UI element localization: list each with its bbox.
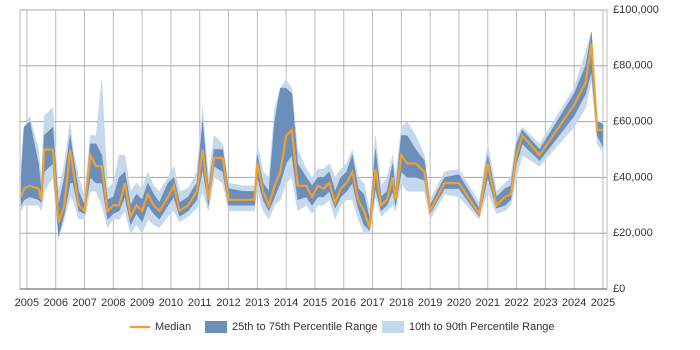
x-tick-label: 2010 <box>159 297 183 309</box>
x-tick-label: 2009 <box>130 297 154 309</box>
x-tick-label: 2013 <box>245 297 269 309</box>
x-tick-label: 2015 <box>303 297 327 309</box>
y-tick-label: £60,000 <box>613 116 653 128</box>
x-tick-label: 2014 <box>274 297 298 309</box>
legend-swatch <box>382 321 404 333</box>
x-tick-label: 2006 <box>43 297 67 309</box>
x-tick-label: 2021 <box>476 297 500 309</box>
x-tick-label: 2017 <box>360 297 384 309</box>
x-tick-label: 2012 <box>216 297 240 309</box>
x-tick-label: 2020 <box>447 297 471 309</box>
y-tick-label: £40,000 <box>613 171 653 183</box>
legend-swatch <box>205 321 227 333</box>
x-tick-label: 2011 <box>188 297 212 309</box>
median-line <box>20 43 603 228</box>
x-tick-label: 2019 <box>418 297 442 309</box>
y-tick-label: £100,000 <box>613 4 659 16</box>
x-tick-label: 2018 <box>389 297 413 309</box>
x-tick-label: 2024 <box>562 297 586 309</box>
x-tick-label: 2008 <box>101 297 125 309</box>
x-tick-label: 2007 <box>72 297 96 309</box>
x-tick-label: 2025 <box>591 297 615 309</box>
legend-label: Median <box>155 321 191 333</box>
x-tick-label: 2016 <box>332 297 356 309</box>
legend-label: 10th to 90th Percentile Range <box>409 321 555 333</box>
x-tick-label: 2022 <box>504 297 528 309</box>
x-tick-label: 2005 <box>15 297 39 309</box>
percentile-band <box>20 32 604 237</box>
y-tick-label: £20,000 <box>613 227 653 239</box>
y-tick-label: £80,000 <box>613 60 653 72</box>
y-tick-label: £0 <box>613 283 625 295</box>
plot-area <box>19 9 608 290</box>
x-tick-label: 2023 <box>533 297 557 309</box>
legend-label: 25th to 75th Percentile Range <box>232 321 378 333</box>
